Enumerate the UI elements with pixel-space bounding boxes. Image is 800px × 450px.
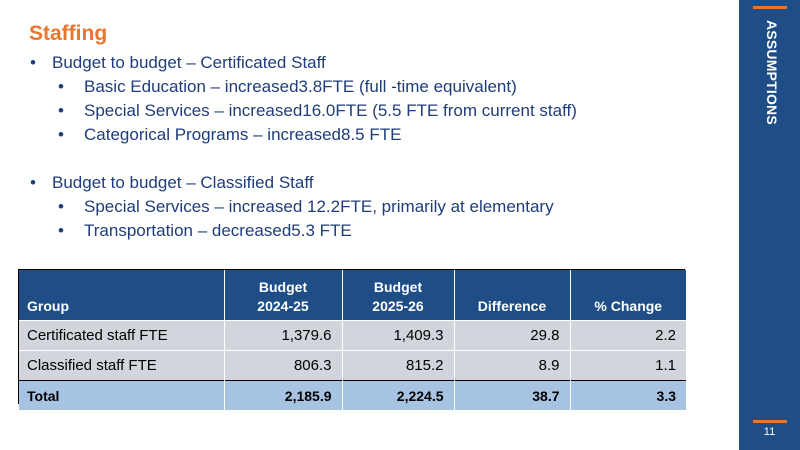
bullet-classified: • Budget to budget – Classified Staff [30,173,313,193]
cell-difference: 8.9 [454,350,571,381]
cell-group: Classified staff FTE [19,350,225,381]
bullet-text: Budget to budget – Classified Staff [52,173,314,192]
bullet-dot: • [58,197,64,216]
cell-difference: 29.8 [454,320,571,351]
bullet-dot: • [58,221,64,240]
table-row: Certificated staff FTE 1,379.6 1,409.3 2… [19,320,686,351]
bullet-certificated: • Budget to budget – Certificated Staff [30,53,326,73]
section-sidebar: ASSUMPTIONS 11 [739,0,800,450]
bullet-transportation: • Transportation – decreased5.3 FTE [58,221,352,241]
sidebar-accent-line [753,420,787,423]
bullet-dot: • [30,173,36,192]
cell-group: Total [19,380,225,410]
header-budget-2025-26: Budget 2025-26 [342,270,455,321]
bullet-text: Budget to budget – Certificated Staff [52,53,326,72]
header-difference: Difference [454,270,571,321]
staffing-table: Group Budget 2024-25 Budget 2025-26 Differ… [18,269,686,410]
cell-budget-2024-25: 806.3 [224,350,343,381]
table-header-row: Group Budget 2024-25 Budget 2025-26 Differ… [19,270,686,321]
cell-pct-change: 2.2 [570,320,686,351]
bullet-text: Categorical Programs – increased8.5 FTE [84,125,402,144]
cell-pct-change: 1.1 [570,350,686,381]
header-pct-change: % Change [570,270,686,321]
header-group: Group [19,270,225,321]
bullet-special-services-cert: • Special Services – increased16.0FTE (5.… [58,101,577,121]
section-label: ASSUMPTIONS [764,20,780,125]
cell-difference: 38.7 [454,380,571,410]
page-number: 11 [763,426,776,438]
cell-budget-2024-25: 1,379.6 [224,320,343,351]
slide-title: Staffing [29,22,108,45]
cell-pct-change: 3.3 [570,380,686,410]
bullet-text: Basic Education – increased3.8FTE (full … [84,77,517,96]
cell-budget-2025-26: 815.2 [342,350,455,381]
bullet-dot: • [58,125,64,144]
cell-budget-2025-26: 1,409.3 [342,320,455,351]
bullet-dot: • [30,53,36,72]
bullet-text: Transportation – decreased5.3 FTE [84,221,352,240]
bullet-text: Special Services – increased 12.2FTE, pr… [84,197,554,216]
cell-budget-2025-26: 2,224.5 [342,380,455,410]
table-row: Classified staff FTE 806.3 815.2 8.9 1.1 [19,350,686,381]
bullet-dot: • [58,101,64,120]
cell-budget-2024-25: 2,185.9 [224,380,343,410]
bullet-special-services-class: • Special Services – increased 12.2FTE, p… [58,197,554,217]
cell-group: Certificated staff FTE [19,320,225,351]
bullet-basic-education: • Basic Education – increased3.8FTE (full… [58,77,517,97]
header-budget-2024-25: Budget 2024-25 [224,270,343,321]
bullet-categorical: • Categorical Programs – increased8.5 FTE [58,125,401,145]
bullet-dot: • [58,77,64,96]
sidebar-accent-line [753,6,787,9]
bullet-text: Special Services – increased16.0FTE (5.5… [84,101,577,120]
table-total-row: Total 2,185.9 2,224.5 38.7 3.3 [19,380,686,410]
